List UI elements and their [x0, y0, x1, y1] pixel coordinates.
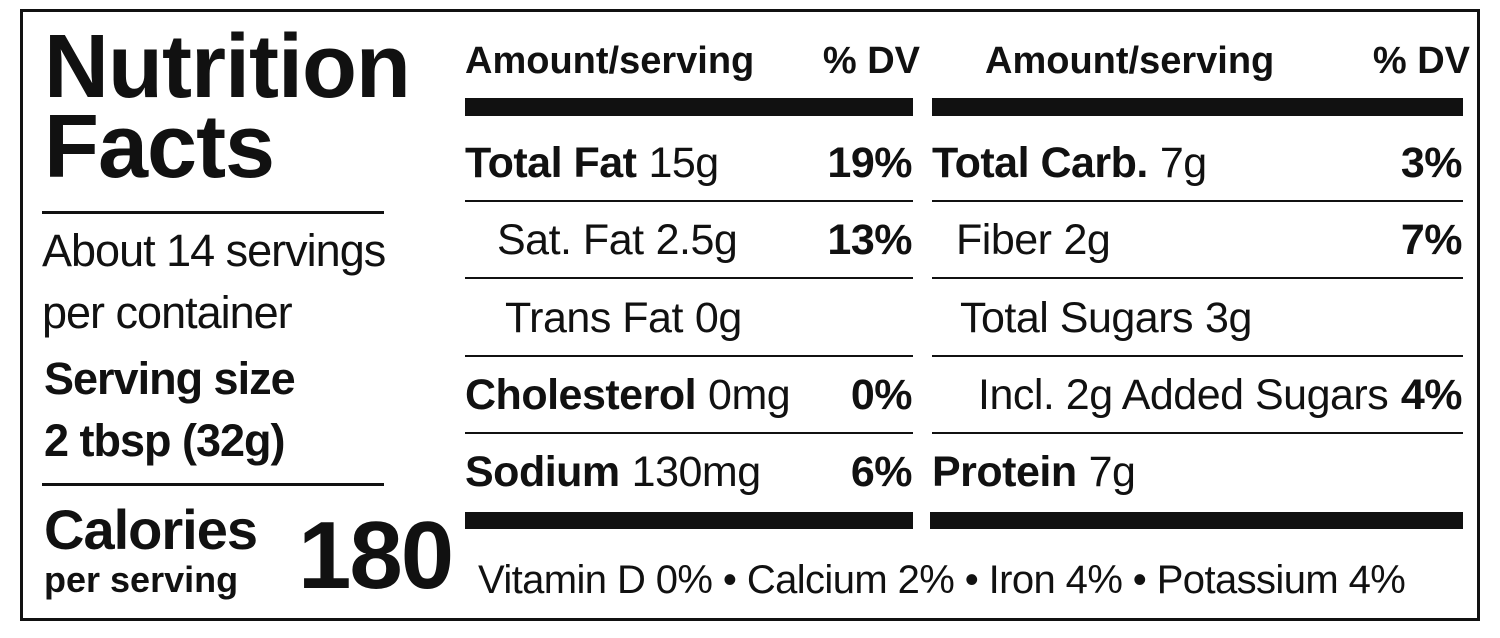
nutrient: Total Sugars 3g	[932, 294, 1252, 343]
nutrient: Incl. 2g Added Sugars	[932, 370, 1389, 420]
nutrient-name: Total Carb.	[932, 138, 1148, 187]
row-divider	[465, 355, 913, 357]
thick-bar	[465, 98, 913, 116]
amount-header: Amount/serving	[985, 40, 1275, 82]
title-line: Nutrition	[44, 17, 411, 117]
serving-size-label: Serving size	[44, 353, 296, 404]
nutrient-row: Protein 7g	[932, 447, 1462, 497]
nutrient-amount: 7g	[1088, 447, 1136, 496]
nutrient: Cholesterol 0mg	[465, 370, 791, 420]
dv-header: % DV	[822, 40, 920, 82]
daily-value: 3%	[1400, 138, 1463, 187]
nutrient-name: Protein	[932, 447, 1077, 496]
title-line: Facts	[44, 97, 275, 197]
nutrient-name: Incl. 2g Added Sugars	[978, 370, 1389, 419]
row-divider	[932, 432, 1463, 434]
calories-label: Calories	[44, 498, 258, 561]
nutrient: Sodium 130mg	[465, 448, 761, 497]
nutrient: Fiber 2g	[932, 215, 1111, 265]
nutrient-name: Trans Fat	[505, 293, 683, 342]
nutrient-amount: 2.5g	[655, 215, 738, 264]
thick-bar	[465, 512, 913, 529]
row-divider	[932, 200, 1463, 202]
daily-value: 19%	[827, 138, 912, 187]
thick-bar	[932, 98, 1463, 116]
nutrient-row: Total Sugars 3g	[932, 293, 1462, 343]
thick-bar	[930, 512, 1463, 529]
daily-value: 4%	[1400, 370, 1463, 419]
row-divider	[465, 200, 913, 202]
nutrient-amount: 15g	[648, 138, 719, 187]
nutrient-row: Trans Fat 0g	[465, 293, 912, 343]
daily-value: 0%	[850, 370, 913, 419]
nutrient-amount: 7g	[1159, 138, 1207, 187]
vitamins-footer: Vitamin D 0% • Calcium 2% • Iron 4% • Po…	[478, 558, 1406, 602]
calories-sublabel: per serving	[44, 559, 239, 600]
nutrient-name: Sat. Fat	[497, 215, 644, 264]
daily-value: 6%	[850, 447, 913, 496]
nutrient-row: Fiber 2g 7%	[932, 215, 1463, 265]
servings-line: About 14 servings	[42, 225, 386, 276]
nutrient-amount: 0mg	[708, 370, 791, 419]
nutrient-name: Fiber	[956, 215, 1052, 264]
calories-value: 180	[298, 502, 454, 609]
nutrient: Sat. Fat 2.5g	[465, 215, 738, 265]
nutrient-row: Sodium 130mg 6%	[465, 447, 913, 497]
row-divider	[932, 277, 1463, 279]
nutrient-amount: 0g	[694, 293, 742, 342]
daily-value: 13%	[827, 215, 912, 264]
nutrient-name: Total Sugars	[960, 293, 1194, 342]
nutrient-row: Incl. 2g Added Sugars 4%	[932, 370, 1463, 420]
servings-line: per container	[42, 287, 293, 338]
divider	[42, 483, 384, 486]
nutrient: Total Fat 15g	[465, 139, 719, 188]
daily-value: 7%	[1400, 215, 1463, 264]
row-divider	[932, 355, 1463, 357]
label-border	[20, 9, 1480, 621]
nutrient-name: Cholesterol	[465, 370, 697, 419]
nutrient-row: Total Carb. 7g 3%	[932, 138, 1463, 188]
nutrient-row: Cholesterol 0mg 0%	[465, 370, 913, 420]
dv-header: % DV	[1372, 40, 1470, 82]
nutrient-row: Sat. Fat 2.5g 13%	[465, 215, 912, 265]
nutrient-row: Total Fat 15g 19%	[465, 138, 912, 188]
nutrient: Total Carb. 7g	[932, 139, 1207, 188]
divider	[42, 211, 384, 214]
nutrient: Protein 7g	[932, 447, 1136, 497]
serving-size: 2 tbsp (32g)	[44, 415, 286, 466]
nutrient-name: Total Fat	[465, 138, 637, 187]
nutrient-name: Sodium	[465, 447, 620, 496]
nutrient: Trans Fat 0g	[465, 294, 742, 343]
amount-header: Amount/serving	[465, 40, 755, 82]
row-divider	[465, 432, 913, 434]
row-divider	[465, 277, 913, 279]
nutrient-amount: 2g	[1063, 215, 1111, 264]
nutrient-amount: 130mg	[631, 447, 761, 496]
nutrient-amount: 3g	[1205, 293, 1252, 342]
